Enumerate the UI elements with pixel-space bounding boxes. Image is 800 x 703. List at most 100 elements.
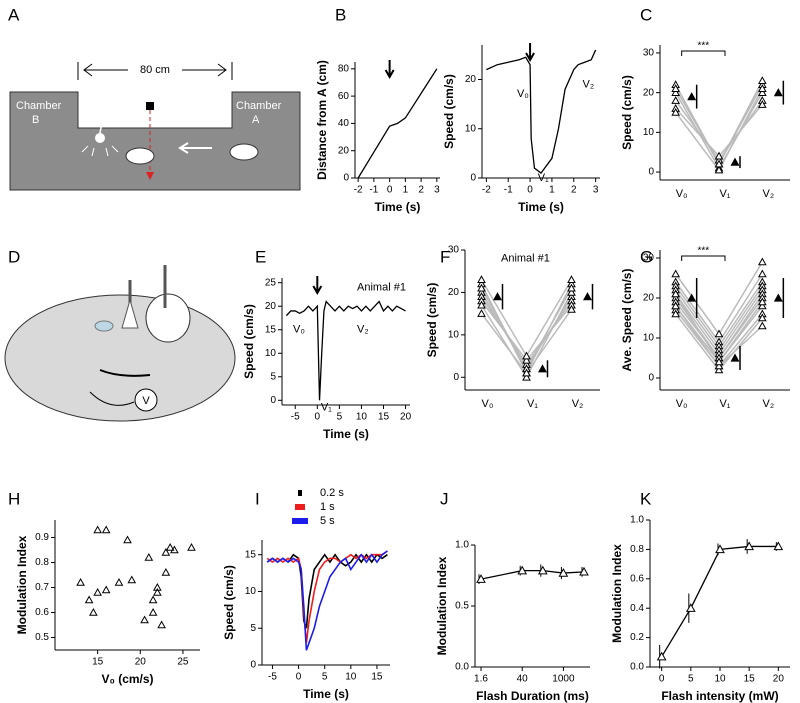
y-tick-label: 20 xyxy=(338,145,350,156)
data-line xyxy=(486,49,597,174)
y-tick-label: 0 xyxy=(250,660,256,671)
direction xyxy=(99,369,151,377)
point xyxy=(714,329,724,338)
x-tick-label: 15 xyxy=(378,412,390,423)
point xyxy=(757,269,767,278)
point xyxy=(757,321,767,330)
point xyxy=(522,372,531,381)
y-tick-label: 0.7 xyxy=(35,582,49,593)
point xyxy=(714,159,724,168)
chart: 0 10 20 30 V₀ V₁ V₂ Speed (cm/s) Animal #1 xyxy=(425,245,600,410)
point xyxy=(558,568,569,577)
x-tick-label: 5 xyxy=(337,412,343,423)
diagram-d: V xyxy=(4,265,236,422)
y-tick-label: 40 xyxy=(338,118,350,129)
point xyxy=(757,76,767,85)
point xyxy=(567,275,576,283)
light-cone xyxy=(121,298,139,329)
panel-label: A xyxy=(8,5,20,24)
chamber-label: A xyxy=(252,114,260,126)
y-axis-label: Modulation Index xyxy=(15,535,29,634)
x-tick-label: 25 xyxy=(177,657,189,668)
y-tick-label: 0 xyxy=(648,167,654,178)
point xyxy=(101,525,111,534)
data-line xyxy=(266,550,388,651)
x-tick-label: 10 xyxy=(356,412,368,423)
point xyxy=(165,542,175,551)
y-tick-label: 10 xyxy=(245,586,257,597)
x-tick-label: 15 xyxy=(92,657,104,668)
chart: 0.0 0.5 1.0 1.6 40 1000 Flash Duration (ms) Mod… xyxy=(435,540,590,703)
y-tick-label: 0.5 xyxy=(455,601,469,612)
point xyxy=(144,552,154,561)
point xyxy=(757,313,767,322)
y-axis-label: Modulation Index xyxy=(610,544,624,643)
annotation: Animal #1 xyxy=(357,281,406,293)
x-tick-label: 1 xyxy=(403,185,409,196)
x-tick-label: 2 xyxy=(571,185,577,196)
point xyxy=(161,567,171,576)
y-tick-label: 0 xyxy=(453,372,459,383)
x-tick-label: 2 xyxy=(418,185,424,196)
legend-swatch xyxy=(295,504,305,510)
y-tick-label: 10 xyxy=(448,329,460,340)
annotation: V₁ xyxy=(538,172,549,184)
point xyxy=(127,575,137,584)
annotation: V₂ xyxy=(357,324,369,336)
point xyxy=(101,585,111,594)
x-tick-label: V₁ xyxy=(527,398,538,410)
point xyxy=(671,301,681,310)
y-axis-label: Speed (cm/s) xyxy=(620,75,634,150)
point xyxy=(537,565,548,575)
x-tick-label: 1 xyxy=(549,185,555,196)
point xyxy=(773,541,784,551)
point xyxy=(671,84,681,92)
x-tick-label: V₂ xyxy=(572,398,584,410)
y-tick-label: 1.0 xyxy=(455,540,469,551)
y-tick-label: 0.6 xyxy=(35,607,49,618)
point xyxy=(477,309,486,317)
x-tick-label: 1000 xyxy=(552,674,575,685)
mean-point xyxy=(583,292,592,301)
x-tick-label: V₀ xyxy=(482,398,494,410)
y-tick-label: 0.6 xyxy=(630,573,644,584)
data-line xyxy=(480,569,585,580)
x-tick-label: -5 xyxy=(291,412,300,423)
panel-label: B xyxy=(335,5,346,24)
point xyxy=(170,545,179,554)
x-tick-label: V₂ xyxy=(763,188,775,200)
panel-label: K xyxy=(640,489,652,508)
y-tick-label: 20 xyxy=(265,301,277,312)
x-tick-label: 20 xyxy=(400,412,412,423)
legend-label: 0.2 s xyxy=(320,487,344,499)
x-tick-label: 20 xyxy=(135,657,147,668)
point xyxy=(477,300,486,309)
point xyxy=(148,595,158,604)
y-tick-label: 20 xyxy=(643,87,655,98)
point xyxy=(93,525,102,534)
x-axis-label: V₀ (cm/s) xyxy=(101,672,153,686)
x-tick-label: 0 xyxy=(527,185,533,196)
x-tick-label: 5 xyxy=(322,672,328,683)
x-axis-label: Flash intensity (mW) xyxy=(661,689,778,703)
significance-label: *** xyxy=(697,41,709,52)
x-tick-label: 3 xyxy=(434,185,440,196)
chamber-label: Chamber xyxy=(236,100,282,112)
y-axis-label: Speed (cm/s) xyxy=(425,283,439,358)
event-arrow xyxy=(525,43,535,63)
y-tick-label: 25 xyxy=(265,277,277,288)
y-tick-label: 5 xyxy=(250,623,256,634)
point xyxy=(579,566,589,576)
y-tick-label: 20 xyxy=(465,74,477,85)
point xyxy=(567,283,576,292)
mean-point xyxy=(730,353,740,362)
x-tick-label: 10 xyxy=(345,672,357,683)
y-tick-label: 0.9 xyxy=(35,532,49,543)
distance-label: 80 cm xyxy=(140,64,170,76)
point xyxy=(123,535,132,544)
y-tick-label: 0.0 xyxy=(630,662,644,673)
mouse xyxy=(125,147,155,165)
y-tick-label: 30 xyxy=(643,48,655,59)
y-tick-label: 0.0 xyxy=(455,662,469,673)
diagram-a: 80 cm Chamber B Chamber A xyxy=(9,62,301,191)
